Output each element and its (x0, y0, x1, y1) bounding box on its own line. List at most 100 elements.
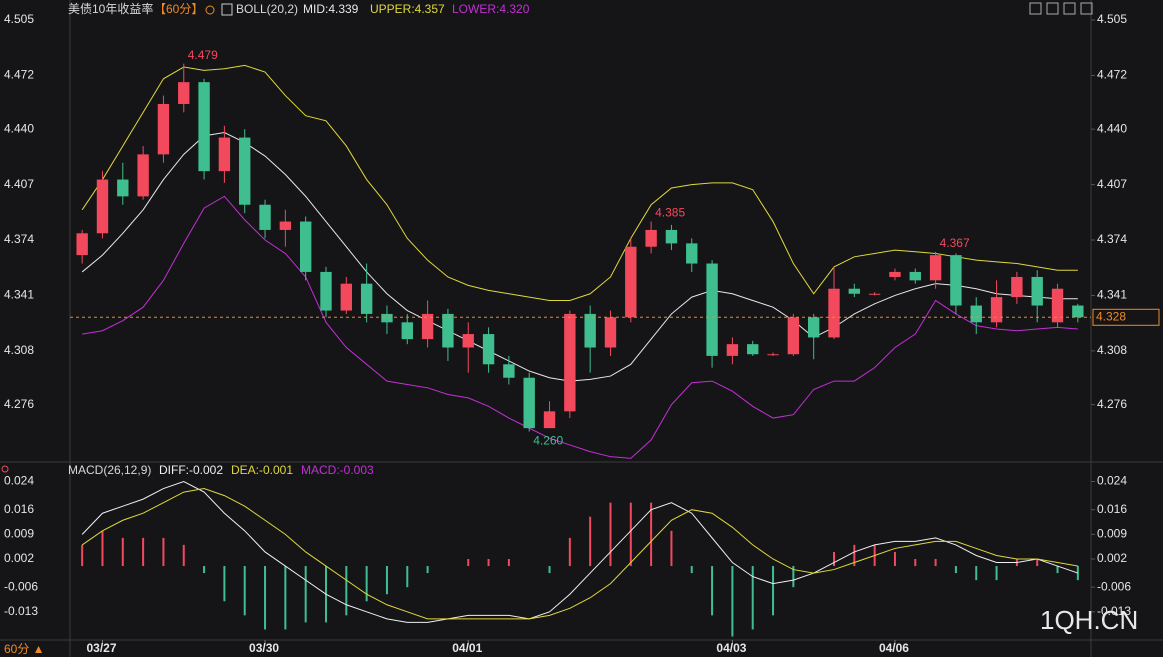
tool-button[interactable] (1029, 2, 1042, 15)
candle-body (990, 297, 1003, 323)
candle-body (1072, 305, 1084, 318)
macd-bar (284, 566, 287, 630)
macd-bar (975, 566, 978, 581)
legend-entry: LOWER:4.320 (452, 2, 530, 16)
x-tick-label: 03/27 (86, 641, 116, 655)
y-tick-label: 4.276 (4, 397, 34, 411)
legend-entry: DIFF:-0.002 (159, 463, 223, 477)
macd-bar (893, 551, 896, 567)
macd-bar (101, 530, 104, 567)
y-tick-label-right: 0.016 (1097, 502, 1127, 516)
candle-body (259, 204, 271, 230)
legend-entry: MID:4.339 (303, 2, 359, 16)
candle-body (686, 243, 698, 264)
y-tick-label-right: 0.009 (1097, 527, 1127, 541)
y-tick-label: 0.009 (4, 527, 34, 541)
y-tick-label-right: 4.308 (1097, 343, 1127, 357)
macd-bar (731, 566, 734, 637)
candle-body (604, 317, 617, 348)
macd-bar (629, 502, 632, 567)
x-tick-label: 03/30 (249, 641, 279, 655)
y-tick-label-right: 4.374 (1097, 232, 1127, 246)
candle-body (584, 313, 596, 348)
macd-bar (81, 544, 84, 567)
candle-body (157, 103, 170, 155)
candle-body (665, 229, 678, 244)
macd-bar (589, 516, 592, 567)
candle-body (929, 255, 942, 281)
y-tick-label: 0.024 (4, 474, 34, 488)
macd-bar (914, 559, 917, 567)
macd-bar (426, 566, 429, 574)
x-tick-label: 04/06 (879, 641, 909, 655)
macd-bar (223, 566, 226, 602)
macd-bar (995, 566, 998, 581)
macd-bar (264, 566, 267, 630)
candle-body (218, 137, 231, 172)
candle-body (848, 288, 861, 294)
macd-bar (487, 559, 490, 567)
y-tick-label: -0.006 (4, 579, 38, 593)
macd-bar (833, 551, 835, 567)
candle-body (1031, 276, 1043, 306)
high-label: 4.367 (940, 236, 970, 250)
high-label: 4.479 (188, 48, 218, 62)
macd-bar (670, 530, 673, 567)
candle-body (726, 344, 739, 356)
y-tick-label: 0.016 (4, 502, 34, 516)
candle-body (970, 305, 982, 323)
tool-button[interactable] (1046, 2, 1059, 15)
y-tick-label: 4.440 (4, 121, 34, 135)
candle-body (950, 255, 962, 306)
macd-bar (345, 566, 348, 616)
macd-bar (121, 537, 124, 567)
y-tick-label: 4.505 (4, 12, 34, 26)
macd-bar (304, 566, 307, 623)
tool-button[interactable] (1080, 2, 1093, 15)
candle-body (279, 221, 292, 230)
y-tick-label-right: 0.002 (1097, 551, 1127, 565)
tool-button[interactable] (1063, 2, 1076, 15)
macd-bar (751, 566, 754, 630)
indicator-icon (221, 3, 233, 16)
candle-body (564, 313, 576, 412)
macd-bar (142, 537, 145, 567)
candle-body (706, 263, 718, 356)
candle-body (807, 317, 820, 338)
y-tick-label: 0.002 (4, 551, 34, 565)
candle-body (889, 271, 901, 277)
y-tick-label: 4.374 (4, 232, 34, 246)
macd-bar (243, 566, 246, 616)
macd-bar (203, 566, 206, 574)
macd-bar (548, 566, 551, 574)
macd-bar (690, 566, 693, 574)
settings-icon[interactable] (205, 5, 215, 15)
y-tick-label: 4.341 (4, 288, 34, 302)
indicator: BOLL(20,2) (236, 2, 298, 16)
x-tick-label: 04/03 (716, 641, 746, 655)
macd-bar (853, 544, 856, 567)
candle-body (909, 271, 921, 281)
y-tick-label-right: 0.024 (1097, 474, 1127, 488)
candle-body (198, 82, 210, 172)
candle-body (340, 283, 353, 311)
candle-body (117, 179, 129, 197)
macd-bar (507, 559, 510, 567)
candle-body (787, 317, 800, 355)
candle-body (747, 344, 759, 355)
candle-body (482, 334, 495, 365)
candle-body (320, 271, 332, 311)
candle-body (360, 283, 373, 314)
legend-entry: DEA:-0.001 (231, 463, 293, 477)
y-tick-label-right: 4.276 (1097, 397, 1127, 411)
macd-bar (385, 566, 388, 595)
candle-body (76, 233, 88, 256)
y-tick-label-right: 4.341 (1097, 288, 1127, 302)
macd-bar (792, 566, 795, 588)
macd-title: MACD(26,12,9) (68, 463, 151, 477)
candle-body (645, 229, 657, 247)
candle-body (1051, 288, 1064, 323)
y-tick-label-right: 4.505 (1097, 12, 1127, 26)
